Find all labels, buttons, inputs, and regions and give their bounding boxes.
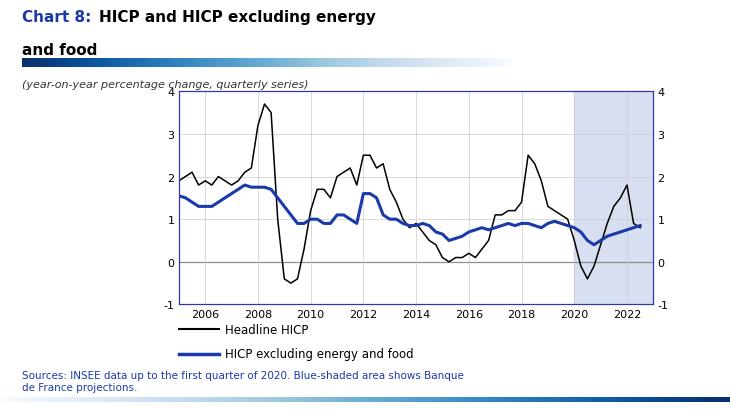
Text: and food: and food [22,43,97,58]
Text: Headline HICP: Headline HICP [225,323,308,336]
Bar [575,92,653,305]
Text: HICP and HICP excluding energy: HICP and HICP excluding energy [99,10,375,25]
Text: Chart 8:: Chart 8: [22,10,96,25]
Text: (year-on-year percentage change, quarterly series): (year-on-year percentage change, quarter… [22,80,308,90]
Text: Sources: INSEE data up to the first quarter of 2020. Blue-shaded area shows Banq: Sources: INSEE data up to the first quar… [22,370,464,392]
Text: HICP excluding energy and food: HICP excluding energy and food [225,347,413,360]
